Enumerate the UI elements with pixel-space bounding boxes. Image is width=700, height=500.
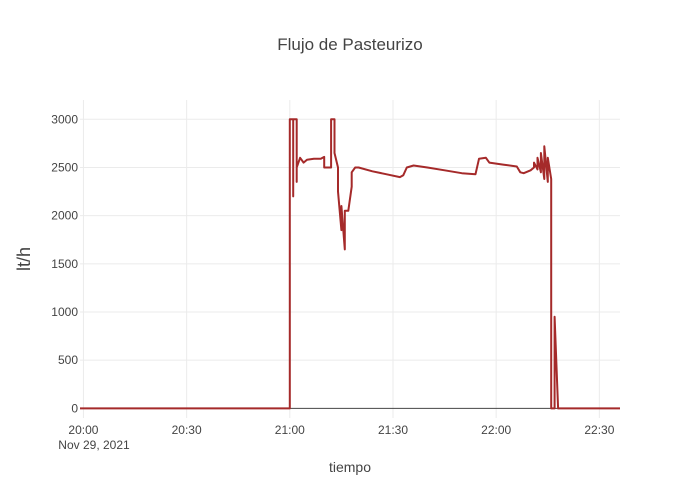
x-axis-ticks: 20:00 20:30 21:00 21:30 22:00 22:30 bbox=[68, 423, 614, 437]
y-tick-label: 3000 bbox=[51, 112, 78, 126]
y-tick-label: 2500 bbox=[51, 160, 78, 174]
x-tick-label: 21:00 bbox=[275, 423, 305, 437]
x-tick-label: 22:00 bbox=[481, 423, 511, 437]
x-tick-label: 21:30 bbox=[378, 423, 408, 437]
series-line bbox=[80, 118, 620, 410]
y-tick-label: 0 bbox=[71, 401, 78, 415]
x-tick-label: 20:00 bbox=[68, 423, 98, 437]
x-tick-label: 22:30 bbox=[584, 423, 614, 437]
y-tick-label: 1000 bbox=[51, 305, 78, 319]
chart-title: Flujo de Pasteurizo bbox=[277, 35, 423, 54]
y-tick-label: 1500 bbox=[51, 257, 78, 271]
y-axis-ticks: 0 500 1000 1500 2000 2500 3000 bbox=[51, 112, 78, 415]
y-axis-title: lt/h bbox=[14, 247, 34, 271]
x-axis-title: tiempo bbox=[329, 459, 371, 475]
series-layer bbox=[80, 118, 620, 410]
y-tick-label: 2000 bbox=[51, 209, 78, 223]
grid bbox=[80, 100, 620, 418]
x-tick-label: 20:30 bbox=[172, 423, 202, 437]
y-tick-label: 500 bbox=[58, 353, 78, 367]
x-axis-date-label: Nov 29, 2021 bbox=[58, 438, 130, 452]
